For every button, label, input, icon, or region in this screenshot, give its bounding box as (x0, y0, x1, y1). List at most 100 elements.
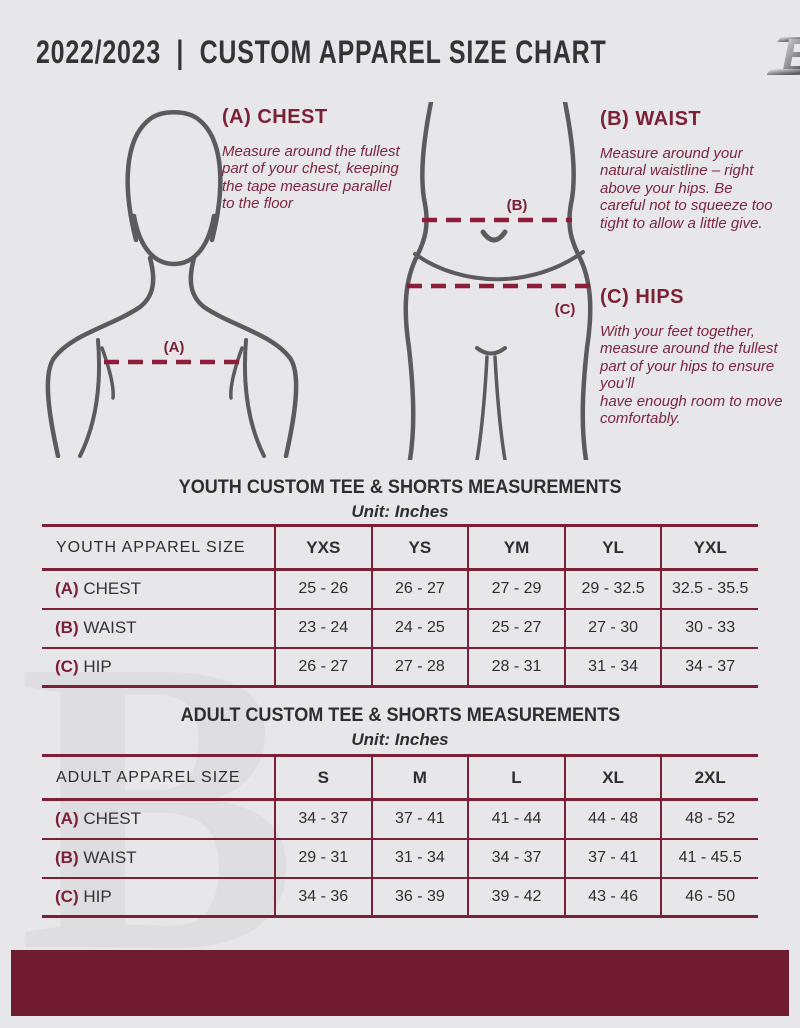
navel-mark (480, 229, 508, 243)
column-header: YXL (660, 524, 758, 571)
table-row: (B) WAIST 23 - 24 24 - 25 25 - 27 27 - 3… (42, 608, 758, 649)
table-cell: 31 - 34 (370, 838, 469, 879)
column-header: YS (370, 524, 469, 571)
row-header: (A) CHEST (42, 569, 275, 610)
hip-marker-label: (C) (555, 301, 576, 318)
table-cell: 37 - 41 (370, 799, 469, 840)
row-header: (B) WAIST (42, 838, 275, 879)
column-header: YOUTH APPAREL SIZE (42, 524, 275, 571)
row-key: (C) (55, 656, 79, 676)
left-inner-arm (78, 338, 102, 458)
svg-text:B: B (782, 29, 800, 79)
hips-guide-text: With your feet together, measure around … (600, 323, 783, 427)
table-cell: 26 - 27 (370, 569, 469, 610)
youth-header-row: YOUTH APPAREL SIZE YXS YS YM YL YXL (42, 524, 758, 571)
column-header: ADULT APPAREL SIZE (42, 754, 275, 801)
waist-marker-label: (B) (507, 197, 528, 214)
table-cell: 44 - 48 (563, 799, 662, 840)
hips-guide: (C) HIPS With your feet together, measur… (600, 286, 786, 427)
table-cell: 34 - 36 (274, 877, 372, 918)
column-header: YXS (274, 524, 372, 571)
measurement-guide: (A) (B) (C) (A) CHEST Measure around the… (0, 0, 800, 470)
table-cell: 34 - 37 (660, 647, 758, 688)
table-cell: 28 - 31 (467, 647, 565, 688)
waist-guide-heading: (B) WAIST (600, 108, 702, 130)
table-row: (C) HIP 34 - 36 36 - 39 39 - 42 43 - 46 … (42, 877, 758, 918)
table-cell: 34 - 37 (467, 838, 565, 879)
row-label: HIP (83, 656, 112, 676)
crotch-curve (475, 346, 507, 356)
left-body-outline (403, 102, 434, 460)
row-label: WAIST (83, 618, 137, 637)
header: 2022/2023 | CUSTOM APPAREL SIZE CHART B … (36, 22, 800, 82)
youth-size-table: YOUTH APPAREL SIZE YXS YS YM YL YXL (A) … (42, 524, 758, 688)
table-row: (A) CHEST 34 - 37 37 - 41 41 - 44 44 - 4… (42, 799, 758, 840)
table-cell: 34 - 37 (274, 799, 372, 840)
column-header: S (274, 754, 372, 801)
column-header: XL (563, 754, 662, 801)
table-cell: 30 - 33 (660, 608, 758, 649)
chest-guide-heading: (A) CHEST (222, 106, 328, 128)
table-cell: 36 - 39 (370, 877, 469, 918)
row-header: (B) WAIST (42, 608, 275, 649)
table-cell: 39 - 42 (467, 877, 565, 918)
page-title: 2022/2023 | CUSTOM APPAREL SIZE CHART (36, 33, 607, 70)
right-inner-arm (242, 338, 266, 458)
row-key: (C) (55, 886, 79, 906)
waist-guide: (B) WAIST Measure around your natural wa… (600, 108, 778, 232)
table-cell: 25 - 27 (467, 608, 565, 649)
chest-guide: (A) CHEST Measure around the fullest par… (222, 106, 407, 213)
table-cell: 25 - 26 (274, 569, 372, 610)
table-cell: 26 - 27 (274, 647, 372, 688)
chin-outline (131, 213, 217, 267)
footer-bar (11, 950, 789, 1016)
row-key: (A) (55, 579, 79, 599)
row-header: (C) HIP (42, 647, 275, 688)
table-row: (A) CHEST 25 - 26 26 - 27 27 - 29 29 - 3… (42, 569, 758, 610)
column-header: M (370, 754, 469, 801)
row-key: (B) (55, 848, 79, 867)
youth-table-title: YOUTH CUSTOM TEE & SHORTS MEASUREMENTS (178, 477, 622, 498)
lower-body-figure: (B) (C) (403, 102, 593, 460)
row-label: CHEST (83, 579, 141, 599)
table-cell: 29 - 31 (274, 838, 372, 879)
table-cell: 41 - 44 (467, 799, 565, 840)
table-row: (C) HIP 26 - 27 27 - 28 28 - 31 31 - 34 … (42, 647, 758, 688)
chest-guide-text: Measure around the fullest part of your … (222, 143, 400, 213)
table-cell: 27 - 28 (370, 647, 469, 688)
head-outline (125, 110, 223, 243)
adult-section-header: ADULT CUSTOM TEE & SHORTS MEASUREMENTS U… (0, 705, 800, 750)
brand-logo: B BREAKAWAY (767, 25, 800, 79)
table-cell: 32.5 - 35.5 (660, 569, 758, 610)
row-label: HIP (83, 886, 112, 906)
right-torso-line (229, 346, 244, 400)
youth-table-unit: Unit: Inches (351, 502, 449, 521)
adult-table-unit: Unit: Inches (351, 730, 449, 749)
table-row: (B) WAIST 29 - 31 31 - 34 34 - 37 37 - 4… (42, 838, 758, 879)
table-cell: 23 - 24 (274, 608, 372, 649)
youth-section-header: YOUTH CUSTOM TEE & SHORTS MEASUREMENTS U… (0, 477, 800, 522)
row-label: CHEST (83, 809, 141, 829)
upper-body-figure: (A) (45, 110, 299, 458)
table-cell: 37 - 41 (563, 838, 662, 879)
column-header: L (467, 754, 565, 801)
right-shoulder-arm (188, 255, 299, 458)
table-cell: 41 - 45.5 (660, 838, 758, 879)
table-cell: 43 - 46 (563, 877, 662, 918)
waist-guide-text: Measure around your natural waistline – … (600, 145, 773, 232)
hips-guide-heading: (C) HIPS (600, 286, 684, 308)
left-torso-line (100, 346, 115, 400)
chest-marker-label: (A) (164, 339, 185, 356)
right-body-outline (562, 102, 593, 460)
left-shoulder-arm (45, 255, 156, 458)
table-cell: 24 - 25 (370, 608, 469, 649)
adult-size-table: ADULT APPAREL SIZE S M L XL 2XL (A) CHES… (42, 754, 758, 918)
row-key: (B) (55, 618, 79, 637)
row-header: (A) CHEST (42, 799, 275, 840)
table-cell: 27 - 30 (563, 608, 662, 649)
adult-header-row: ADULT APPAREL SIZE S M L XL 2XL (42, 754, 758, 801)
breakaway-logo-icon: B (767, 29, 800, 79)
row-header: (C) HIP (42, 877, 275, 918)
table-cell: 48 - 52 (660, 799, 758, 840)
